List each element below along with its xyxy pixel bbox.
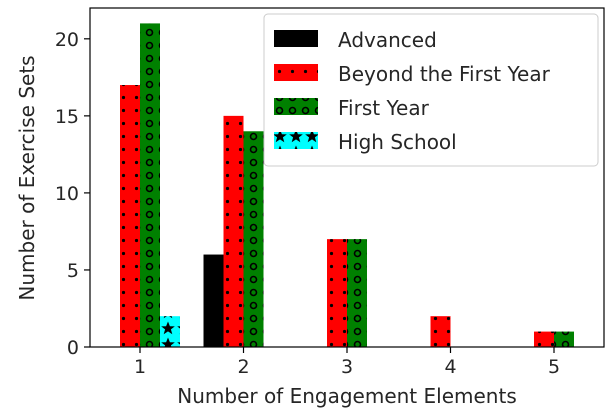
x-tick-label: 5 [548,356,560,378]
legend: Advanced Beyond the First Year First Year H… [263,13,599,167]
legend-label: First Year [338,96,430,120]
bar-first-year-2 [243,131,264,347]
x-axis-label: Number of Engagement Elements [177,384,516,408]
bars [120,23,574,348]
legend-item-beyond-the-first-year: Beyond the First Year [274,62,551,86]
x-tick-label: 2 [237,356,249,378]
bar-advanced-2 [203,254,224,347]
bar-beyond-the-first-year-1 [120,85,140,347]
x-tick-label: 1 [134,356,146,378]
legend-label: Beyond the First Year [338,62,551,86]
legend-item-first-year: First Year [274,96,430,120]
y-tick-label: 15 [55,106,79,128]
legend-label: High School [338,130,457,154]
y-tick-label: 5 [67,260,79,282]
y-tick-label: 10 [55,183,79,205]
bar-beyond-the-first-year-2 [223,115,244,347]
bar-beyond-the-first-year-5 [534,331,554,347]
x-tick-label: 3 [341,356,353,378]
legend-item-advanced: Advanced [274,28,437,52]
bar-first-year-3 [347,239,367,347]
bar-beyond-the-first-year-4 [430,316,451,347]
axes: 0 5 10 15 20 1 2 3 4 5 [55,29,560,378]
bar-first-year-5 [554,331,574,347]
bar-beyond-the-first-year-3 [327,239,347,347]
legend-swatch [274,30,318,47]
legend-label: Advanced [338,28,437,52]
y-tick-label: 20 [55,29,79,51]
x-tick-label: 4 [444,356,456,378]
y-axis-label: Number of Exercise Sets [15,55,39,300]
legend-item-high-school: High School [274,130,457,154]
bar-high-school-1 [160,316,180,347]
bar-first-year-1 [140,23,160,348]
legend-box [263,13,599,167]
y-tick-label: 0 [67,337,79,359]
